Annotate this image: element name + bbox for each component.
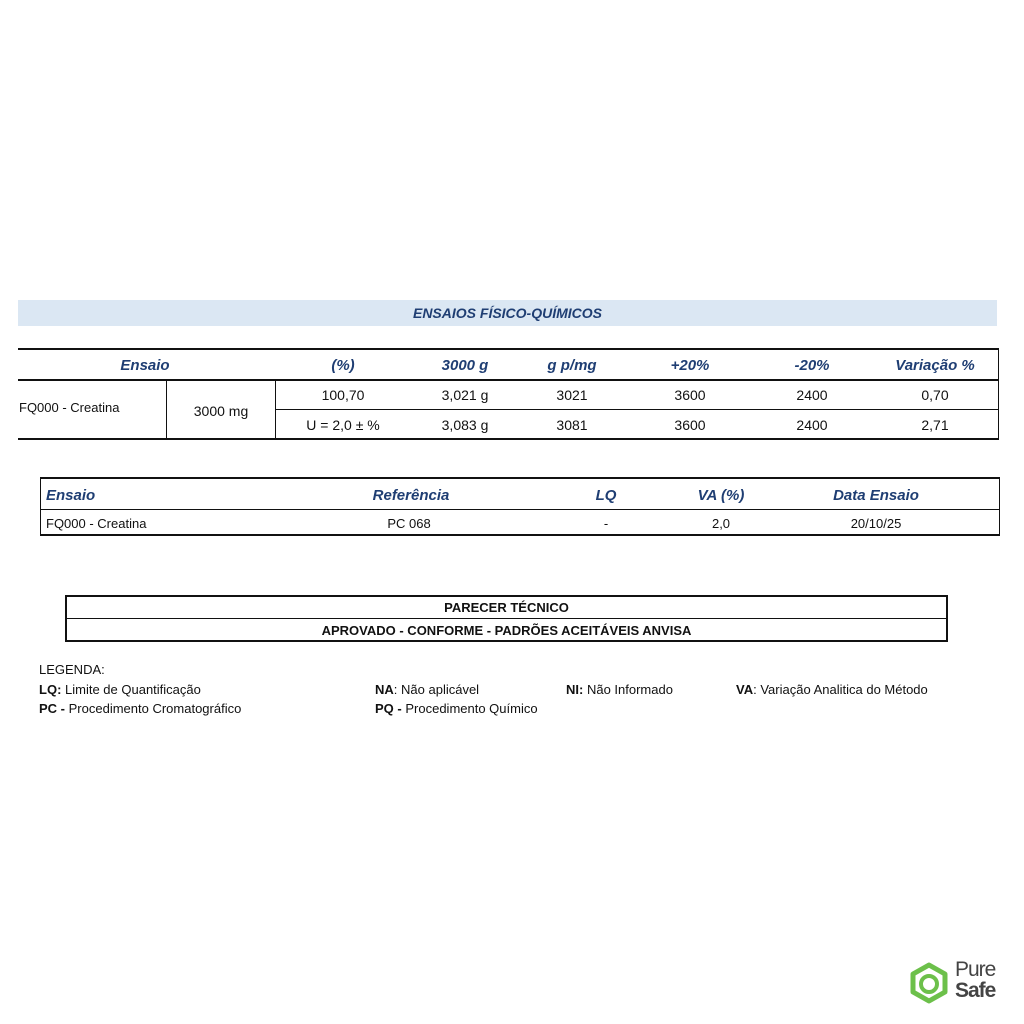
cell: 3081 (556, 417, 588, 433)
header-ensaio: Ensaio (46, 487, 96, 504)
logo-text-pure: Pure (955, 958, 996, 981)
header-gpmg: g p/mg (547, 357, 597, 374)
legend-item: LQ: Limite de Quantificação (39, 682, 201, 697)
logo-text-safe: Safe (955, 979, 996, 1002)
section-title: ENSAIOS FÍSICO-QUÍMICOS (18, 300, 997, 326)
cell: 2,71 (921, 417, 949, 433)
cell: 3600 (674, 417, 706, 433)
cell: U = 2,0 ± % (306, 417, 380, 433)
header-3000g: 3000 g (441, 357, 489, 374)
cell: 2400 (796, 387, 828, 403)
cell: 0,70 (921, 387, 949, 403)
legend-item: PC - Procedimento Cromatográfico (39, 701, 242, 716)
legend-item: PQ - Procedimento Químico (375, 701, 538, 716)
cell: PC 068 (387, 516, 431, 531)
ensaio-name: FQ000 - Creatina (19, 400, 120, 415)
reference-table: Ensaio Referência LQ VA (%) Data Ensaio … (40, 477, 1000, 536)
cell: 100,70 (321, 387, 365, 403)
leaf-drop-icon (910, 962, 948, 1004)
parecer-result: APROVADO - CONFORME - PADRÕES ACEITÁVEIS… (321, 623, 692, 638)
cell: 3,021 g (441, 387, 489, 403)
header-lq: LQ (595, 487, 617, 504)
legend-item: NI: Não Informado (566, 682, 673, 697)
legend-title: LEGENDA: (39, 662, 105, 677)
parecer-box: PARECER TÉCNICO APROVADO - CONFORME - PA… (65, 595, 948, 642)
header-minus20: -20% (794, 357, 830, 374)
cell: FQ000 - Creatina (46, 516, 147, 531)
dose: 3000 mg (193, 403, 249, 419)
puresafe-logo: Pure Safe (908, 959, 996, 1009)
parecer-title: PARECER TÉCNICO (444, 600, 569, 615)
header-ensaio: Ensaio (120, 357, 170, 374)
legend-item: NA: Não aplicável (375, 682, 480, 697)
cell: - (603, 516, 609, 531)
header-plus20: +20% (670, 357, 710, 374)
legend-item: VA: Variação Analitica do Método (736, 682, 928, 697)
cell: 3600 (674, 387, 706, 403)
header-percent: (%) (331, 357, 355, 374)
header-data: Data Ensaio (833, 487, 919, 504)
header-referencia: Referência (372, 487, 450, 504)
header-va: VA (%) (697, 487, 745, 504)
header-variacao: Variação % (895, 357, 975, 374)
cell: 2400 (796, 417, 828, 433)
cell: 2,0 (711, 516, 731, 531)
cell: 20/10/25 (850, 516, 902, 531)
cell: 3021 (556, 387, 588, 403)
cell: 3,083 g (441, 417, 489, 433)
